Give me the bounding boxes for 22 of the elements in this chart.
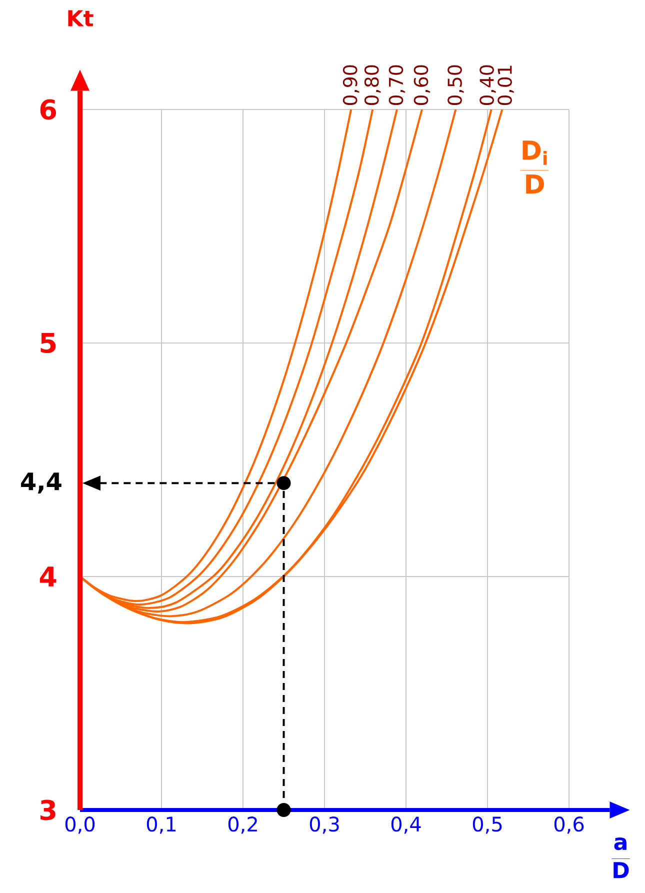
text: 0,80 <box>364 65 381 106</box>
x-tick-label: 0,0 <box>65 816 95 834</box>
legend-title: $\frac{\mathbf{D}_{\mathbf{i}}}{\mathbf{D}}$ <box>520 140 549 194</box>
text: 0,01 <box>498 66 514 106</box>
x-tick-label: 0,1 <box>146 816 176 834</box>
y-axis-title: Kt <box>68 10 94 26</box>
y-tick-label: 6 <box>40 99 56 120</box>
x-tick-label: 0,2 <box>228 816 257 834</box>
text: 0,70 <box>388 65 406 106</box>
x-tick-label: 0,6 <box>554 816 584 834</box>
text: 0,50 <box>448 65 464 106</box>
y-tick-label: 3 <box>40 800 56 820</box>
x-tick-label: 0,4 <box>391 816 421 834</box>
text: 0,90 <box>342 65 360 106</box>
x-tick-label: 0,3 <box>310 816 339 834</box>
text: 0,60 <box>414 65 430 106</box>
x-tick-label: 0,5 <box>472 816 502 834</box>
annotation: 4,4 <box>21 472 62 494</box>
x-axis-title: $\frac{\mathbf{a}}{\mathbf{D}}$ <box>612 838 630 878</box>
y-tick-label: 4 <box>40 566 56 586</box>
text: 0,40 <box>480 65 496 106</box>
y-tick-label: 5 <box>40 332 56 354</box>
